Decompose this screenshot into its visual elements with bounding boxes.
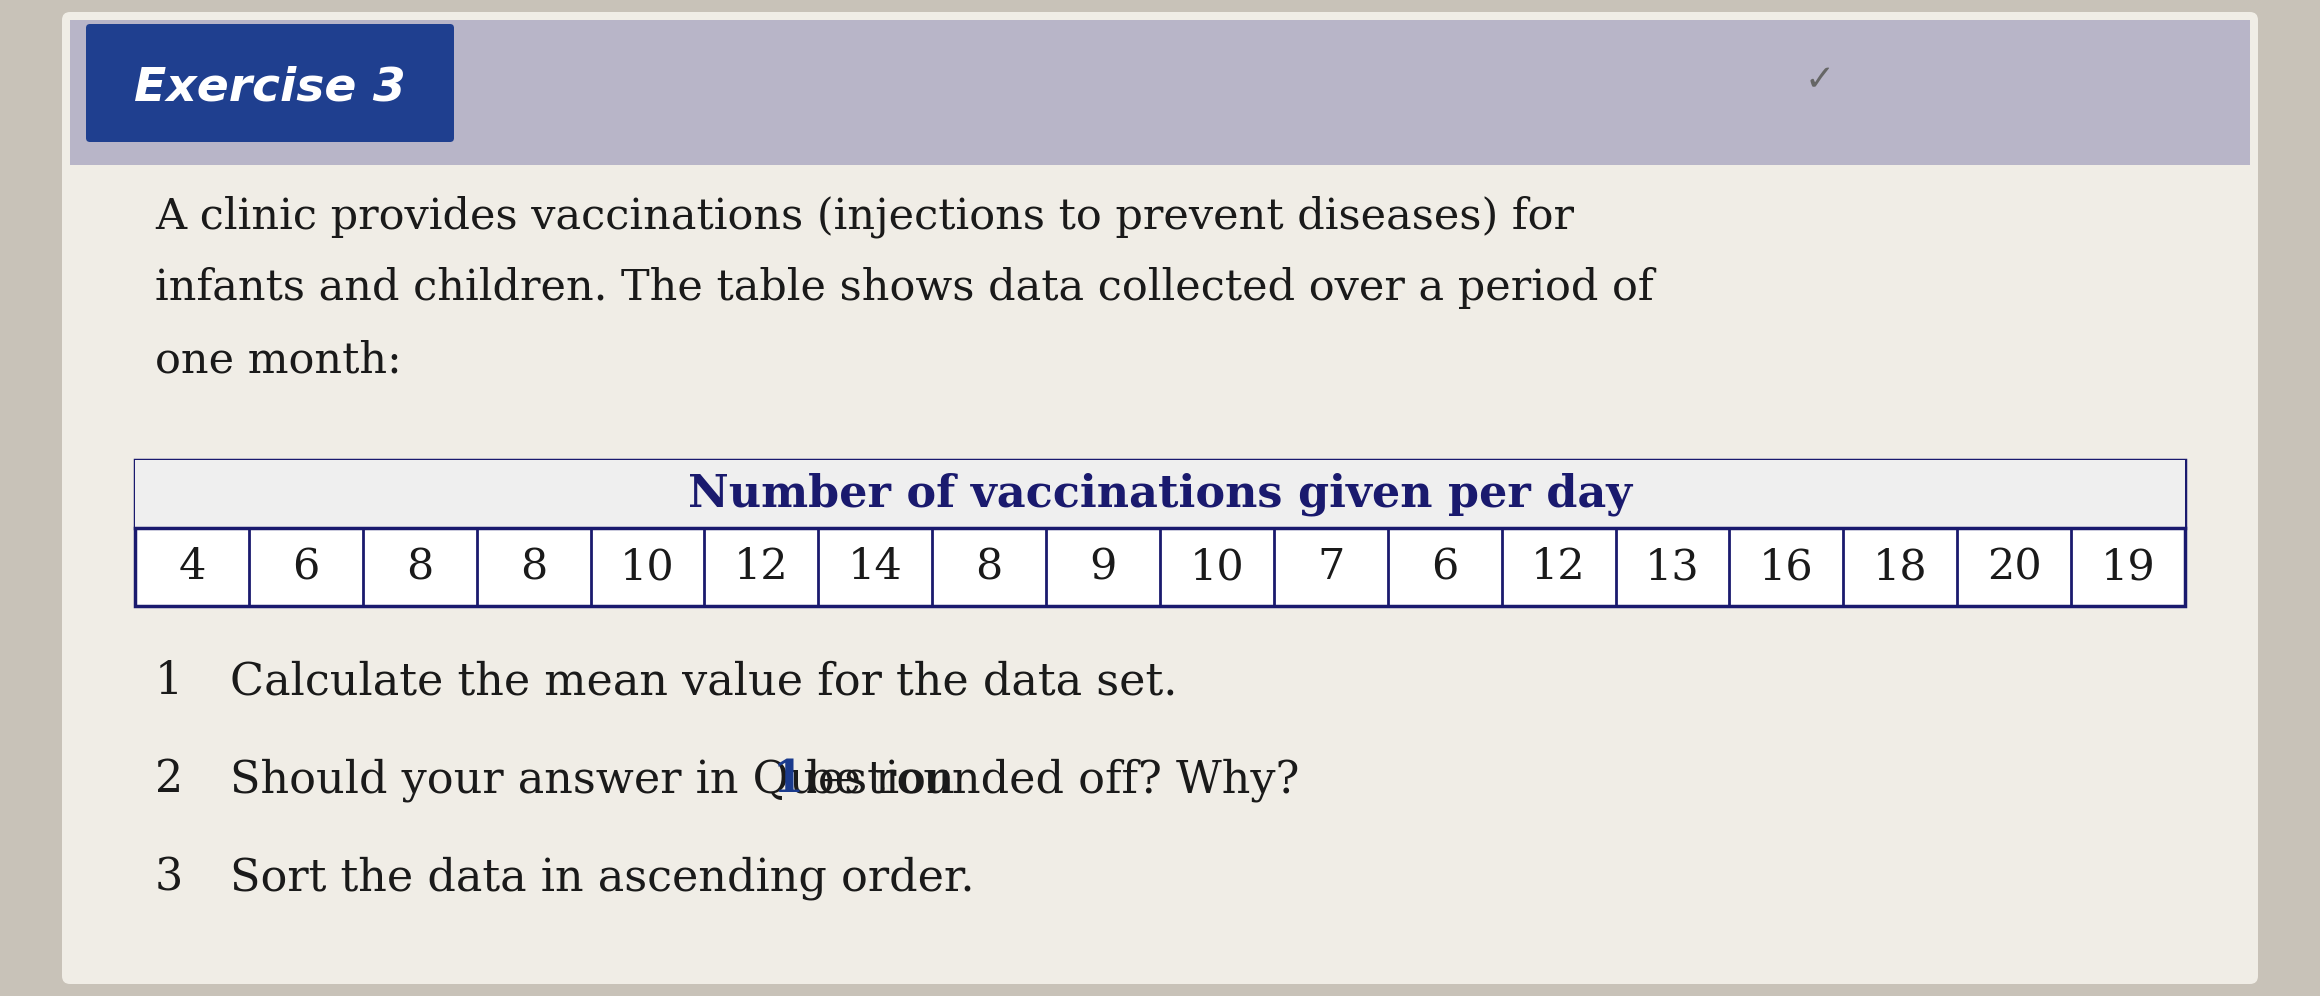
Text: 1: 1 xyxy=(155,660,183,703)
Text: 18: 18 xyxy=(1872,546,1928,588)
Text: 8: 8 xyxy=(974,546,1002,588)
Text: Number of vaccinations given per day: Number of vaccinations given per day xyxy=(689,472,1631,516)
Text: 10: 10 xyxy=(1190,546,1244,588)
Bar xyxy=(135,460,2185,528)
Text: 19: 19 xyxy=(2100,546,2155,588)
Text: 4: 4 xyxy=(179,546,206,588)
Text: Exercise 3: Exercise 3 xyxy=(135,66,406,111)
Text: Sort the data in ascending order.: Sort the data in ascending order. xyxy=(230,856,974,899)
Text: 12: 12 xyxy=(733,546,789,588)
FancyBboxPatch shape xyxy=(63,12,2257,984)
Text: 6: 6 xyxy=(292,546,320,588)
Text: one month:: one month: xyxy=(155,339,401,381)
Text: 13: 13 xyxy=(1645,546,1701,588)
FancyBboxPatch shape xyxy=(86,24,455,142)
Text: 10: 10 xyxy=(619,546,675,588)
Text: 14: 14 xyxy=(847,546,902,588)
Text: 12: 12 xyxy=(1531,546,1587,588)
Text: 8: 8 xyxy=(520,546,548,588)
Text: 3: 3 xyxy=(155,856,183,899)
Text: infants and children. The table shows data collected over a period of: infants and children. The table shows da… xyxy=(155,267,1654,309)
Text: 20: 20 xyxy=(1986,546,2042,588)
Text: 2: 2 xyxy=(155,758,183,801)
Text: 8: 8 xyxy=(406,546,434,588)
Text: 7: 7 xyxy=(1318,546,1346,588)
Text: Should your answer in Question: Should your answer in Question xyxy=(230,758,970,802)
Text: be rounded off? Why?: be rounded off? Why? xyxy=(791,758,1299,802)
Text: 6: 6 xyxy=(1431,546,1459,588)
Text: 9: 9 xyxy=(1090,546,1116,588)
Text: Calculate the mean value for the data set.: Calculate the mean value for the data se… xyxy=(230,660,1176,703)
Text: 1: 1 xyxy=(773,758,803,801)
Text: ✓: ✓ xyxy=(1805,63,1835,97)
Text: 16: 16 xyxy=(1759,546,1814,588)
Bar xyxy=(135,460,2185,606)
Text: A clinic provides vaccinations (injections to prevent diseases) for: A clinic provides vaccinations (injectio… xyxy=(155,195,1573,237)
Bar xyxy=(70,20,2250,165)
